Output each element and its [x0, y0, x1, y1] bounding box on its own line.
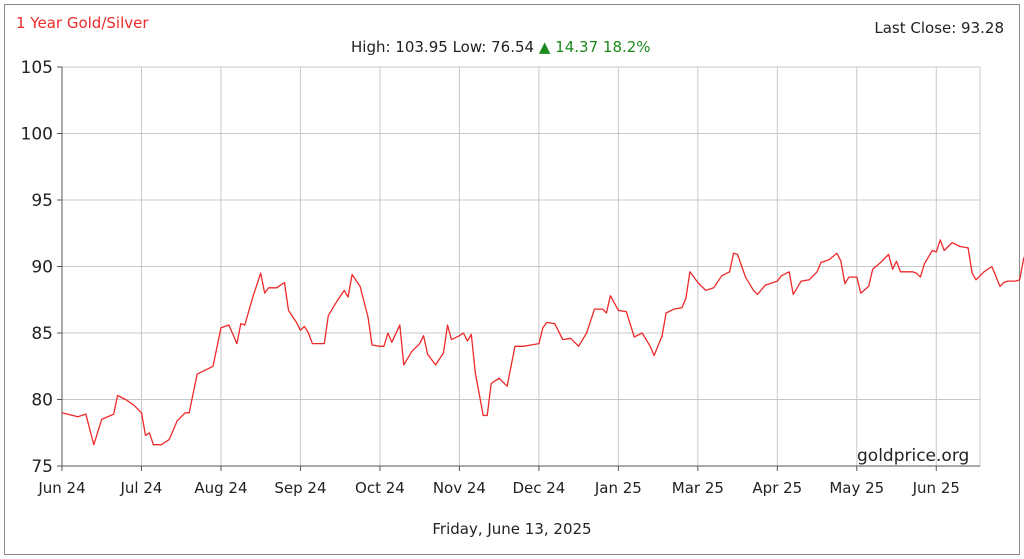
x-tick-label: Aug 24 — [194, 479, 247, 497]
high-value: High: 103.95 — [351, 38, 448, 56]
change-percent: 18.2% — [602, 38, 651, 56]
y-tick-label: 95 — [31, 191, 53, 211]
x-tick-label: Mar 25 — [672, 479, 724, 497]
chart-title: 1 Year Gold/Silver — [16, 14, 149, 32]
up-arrow-icon: ▲ — [538, 38, 551, 56]
x-tick-label: Jun 24 — [37, 479, 85, 497]
date-caption: Friday, June 13, 2025 — [432, 520, 592, 538]
chart-frame — [4, 4, 1020, 555]
y-tick-label: 100 — [21, 125, 53, 145]
x-tick-label: May 25 — [829, 479, 884, 497]
x-tick-label: Jul 24 — [120, 479, 163, 497]
change-value: 14.37 — [555, 38, 599, 56]
last-close-label: Last Close: 93.28 — [874, 19, 1004, 37]
x-tick-label: Nov 24 — [433, 479, 486, 497]
x-tick-label: Oct 24 — [355, 479, 405, 497]
x-tick-label: Apr 25 — [752, 479, 802, 497]
x-axis-ticks: Jun 24 Jul 24 Aug 24 Sep 24 Oct 24 Nov 24 Dec … — [37, 479, 960, 497]
x-tick-label: Sep 24 — [274, 479, 326, 497]
watermark: goldprice.org — [857, 446, 970, 466]
y-tick-label: 80 — [31, 391, 53, 411]
y-tick-label: 105 — [21, 58, 53, 78]
y-tick-label: 85 — [31, 324, 53, 344]
series-line-gold-silver-ratio — [61, 239, 1024, 446]
y-tick-label: 90 — [31, 258, 53, 278]
axes — [57, 66, 980, 471]
high-low-summary: High: 103.95 Low: 76.54 ▲ 14.37 18.2% — [351, 38, 651, 56]
y-axis-ticks: 75 80 85 90 95 100 105 — [21, 58, 53, 477]
x-tick-label: Jan 25 — [594, 479, 642, 497]
x-tick-label: Dec 24 — [512, 479, 565, 497]
series — [61, 239, 1024, 446]
low-value: Low: 76.54 — [452, 38, 535, 56]
y-tick-label: 75 — [31, 457, 53, 477]
x-tick-label: Jun 25 — [912, 479, 960, 497]
